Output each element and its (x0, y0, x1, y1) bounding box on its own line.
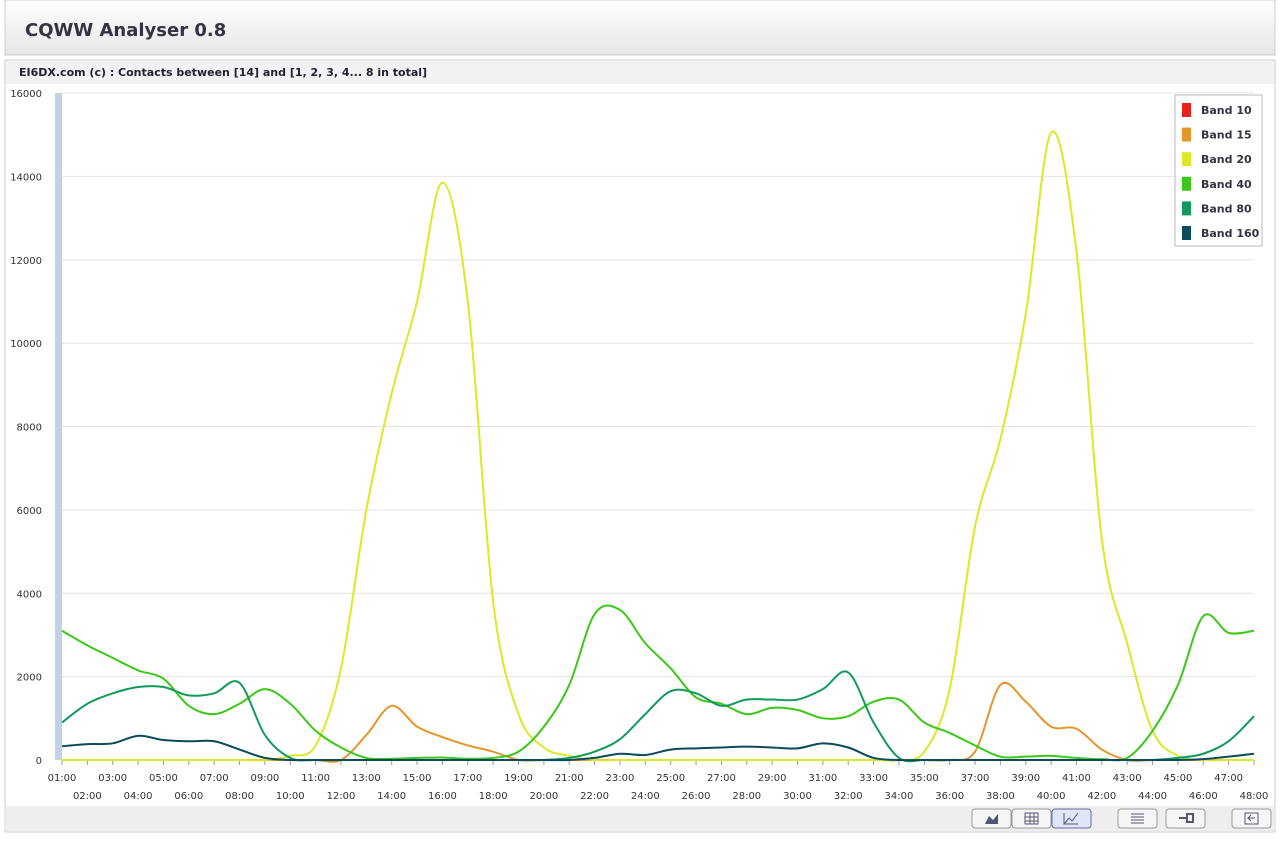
x-tick-label: 36:00 (935, 791, 964, 802)
x-tick-label: 39:00 (1011, 773, 1040, 784)
icon (1179, 813, 1194, 823)
x-tick-label: 27:00 (707, 773, 736, 784)
legend-label: Band 80 (1201, 202, 1252, 215)
icon (1024, 812, 1039, 825)
legend-label: Band 10 (1201, 104, 1252, 117)
x-tick-label: 20:00 (529, 791, 558, 802)
icon (985, 814, 998, 824)
x-tick-label: 21:00 (555, 773, 584, 784)
x-tick-label: 04:00 (124, 791, 153, 802)
icon (1131, 813, 1144, 824)
y-tick-label: 8000 (17, 423, 42, 434)
y-tick-label: 4000 (17, 589, 42, 600)
x-tick-label: 29:00 (758, 773, 787, 784)
x-tick-label: 09:00 (250, 773, 279, 784)
x-tick-label: 25:00 (656, 773, 685, 784)
y-tick-label: 6000 (17, 506, 42, 517)
x-tick-label: 19:00 (504, 773, 533, 784)
legend-swatch[interactable] (1182, 176, 1191, 191)
legend-box (1174, 94, 1263, 247)
x-tick-label: 38:00 (986, 791, 1015, 802)
x-tick-label: 14:00 (377, 791, 406, 802)
legend-label: Band 20 (1201, 153, 1252, 166)
app-title: CQWW Analyser 0.8 (25, 20, 226, 41)
line-chart-button[interactable] (1051, 808, 1092, 829)
x-tick-label: 06:00 (174, 791, 203, 802)
table-button[interactable] (1011, 808, 1052, 829)
x-tick-label: 11:00 (301, 773, 330, 784)
x-tick-label: 26:00 (682, 791, 711, 802)
x-tick-label: 05:00 (149, 773, 178, 784)
x-tick-label: 22:00 (580, 791, 609, 802)
x-tick-label: 24:00 (631, 791, 660, 802)
x-tick-label: 08:00 (225, 791, 254, 802)
x-tick-label: 32:00 (834, 791, 863, 802)
x-tick-label: 48:00 (1240, 791, 1269, 802)
y-tick-label: 2000 (17, 673, 42, 684)
x-tick-label: 47:00 (1214, 773, 1243, 784)
plot: 0 2000 4000 6000 8000 10000 12000 14000 16000 01:… (10, 89, 1268, 802)
x-tick-label: 42:00 (1087, 791, 1116, 802)
panel-header (6, 61, 1274, 84)
y-tick-label: 10000 (10, 339, 42, 350)
x-tick-label: 15:00 (403, 773, 432, 784)
legend-swatch[interactable] (1182, 152, 1191, 167)
icon (1244, 812, 1259, 825)
y-tick-label: 16000 (10, 89, 42, 100)
panel-title: EI6DX.com (c) : Contacts between [14] an… (19, 66, 427, 79)
x-tick-label: 33:00 (859, 773, 888, 784)
toolbar-buttons (971, 808, 1272, 829)
x-tick-label: 18:00 (479, 791, 508, 802)
legend: Band 10 Band 15 Band 20 Band 40 Band 80 Band … (1182, 103, 1260, 240)
y-tick-label: 12000 (10, 256, 42, 267)
legend-label: Band 40 (1201, 178, 1252, 191)
legend-swatch[interactable] (1182, 103, 1191, 117)
x-tick-label: 10:00 (276, 791, 305, 802)
x-tick-label: 07:00 (200, 773, 229, 784)
icon (1063, 812, 1079, 825)
x-tick-label: 17:00 (453, 773, 482, 784)
x-tick-label: 01:00 (48, 773, 77, 784)
x-tick-label: 16:00 (428, 791, 457, 802)
legend-label: Band 15 (1201, 129, 1252, 142)
x-tick-label: 28:00 (732, 791, 761, 802)
x-tick-label: 37:00 (961, 773, 990, 784)
x-tick-label: 23:00 (606, 773, 635, 784)
series-line (61, 734, 1255, 762)
x-tick-label: 35:00 (910, 773, 939, 784)
y-tick-label: 0 (36, 756, 42, 767)
x-tick-label: 43:00 (1113, 773, 1142, 784)
legend-swatch[interactable] (1182, 127, 1191, 142)
legend-swatch[interactable] (1182, 226, 1191, 240)
x-tick-label: 41:00 (1062, 773, 1091, 784)
scroll-track[interactable] (55, 93, 62, 760)
x-tick-label: 40:00 (1037, 791, 1066, 802)
x-tick-label: 02:00 (73, 791, 102, 802)
panel (4, 59, 1276, 833)
x-tick-label: 13:00 (352, 773, 381, 784)
x-tick-label: 30:00 (783, 791, 812, 802)
x-tick-label: 44:00 (1138, 791, 1167, 802)
y-tick-label: 14000 (10, 172, 42, 183)
x-tick-label: 12:00 (327, 791, 356, 802)
series-line (61, 130, 1254, 762)
x-tick-label: 45:00 (1164, 773, 1193, 784)
x-tick-label: 46:00 (1189, 791, 1218, 802)
x-tick-label: 31:00 (808, 773, 837, 784)
x-tick-label: 34:00 (885, 791, 914, 802)
legend-label: Band 160 (1201, 227, 1260, 240)
header-bar (4, 0, 1276, 56)
legend-swatch[interactable] (1182, 201, 1191, 216)
x-tick-label: 03:00 (98, 773, 127, 784)
list-button[interactable] (1117, 808, 1158, 829)
series-line (61, 604, 1255, 762)
